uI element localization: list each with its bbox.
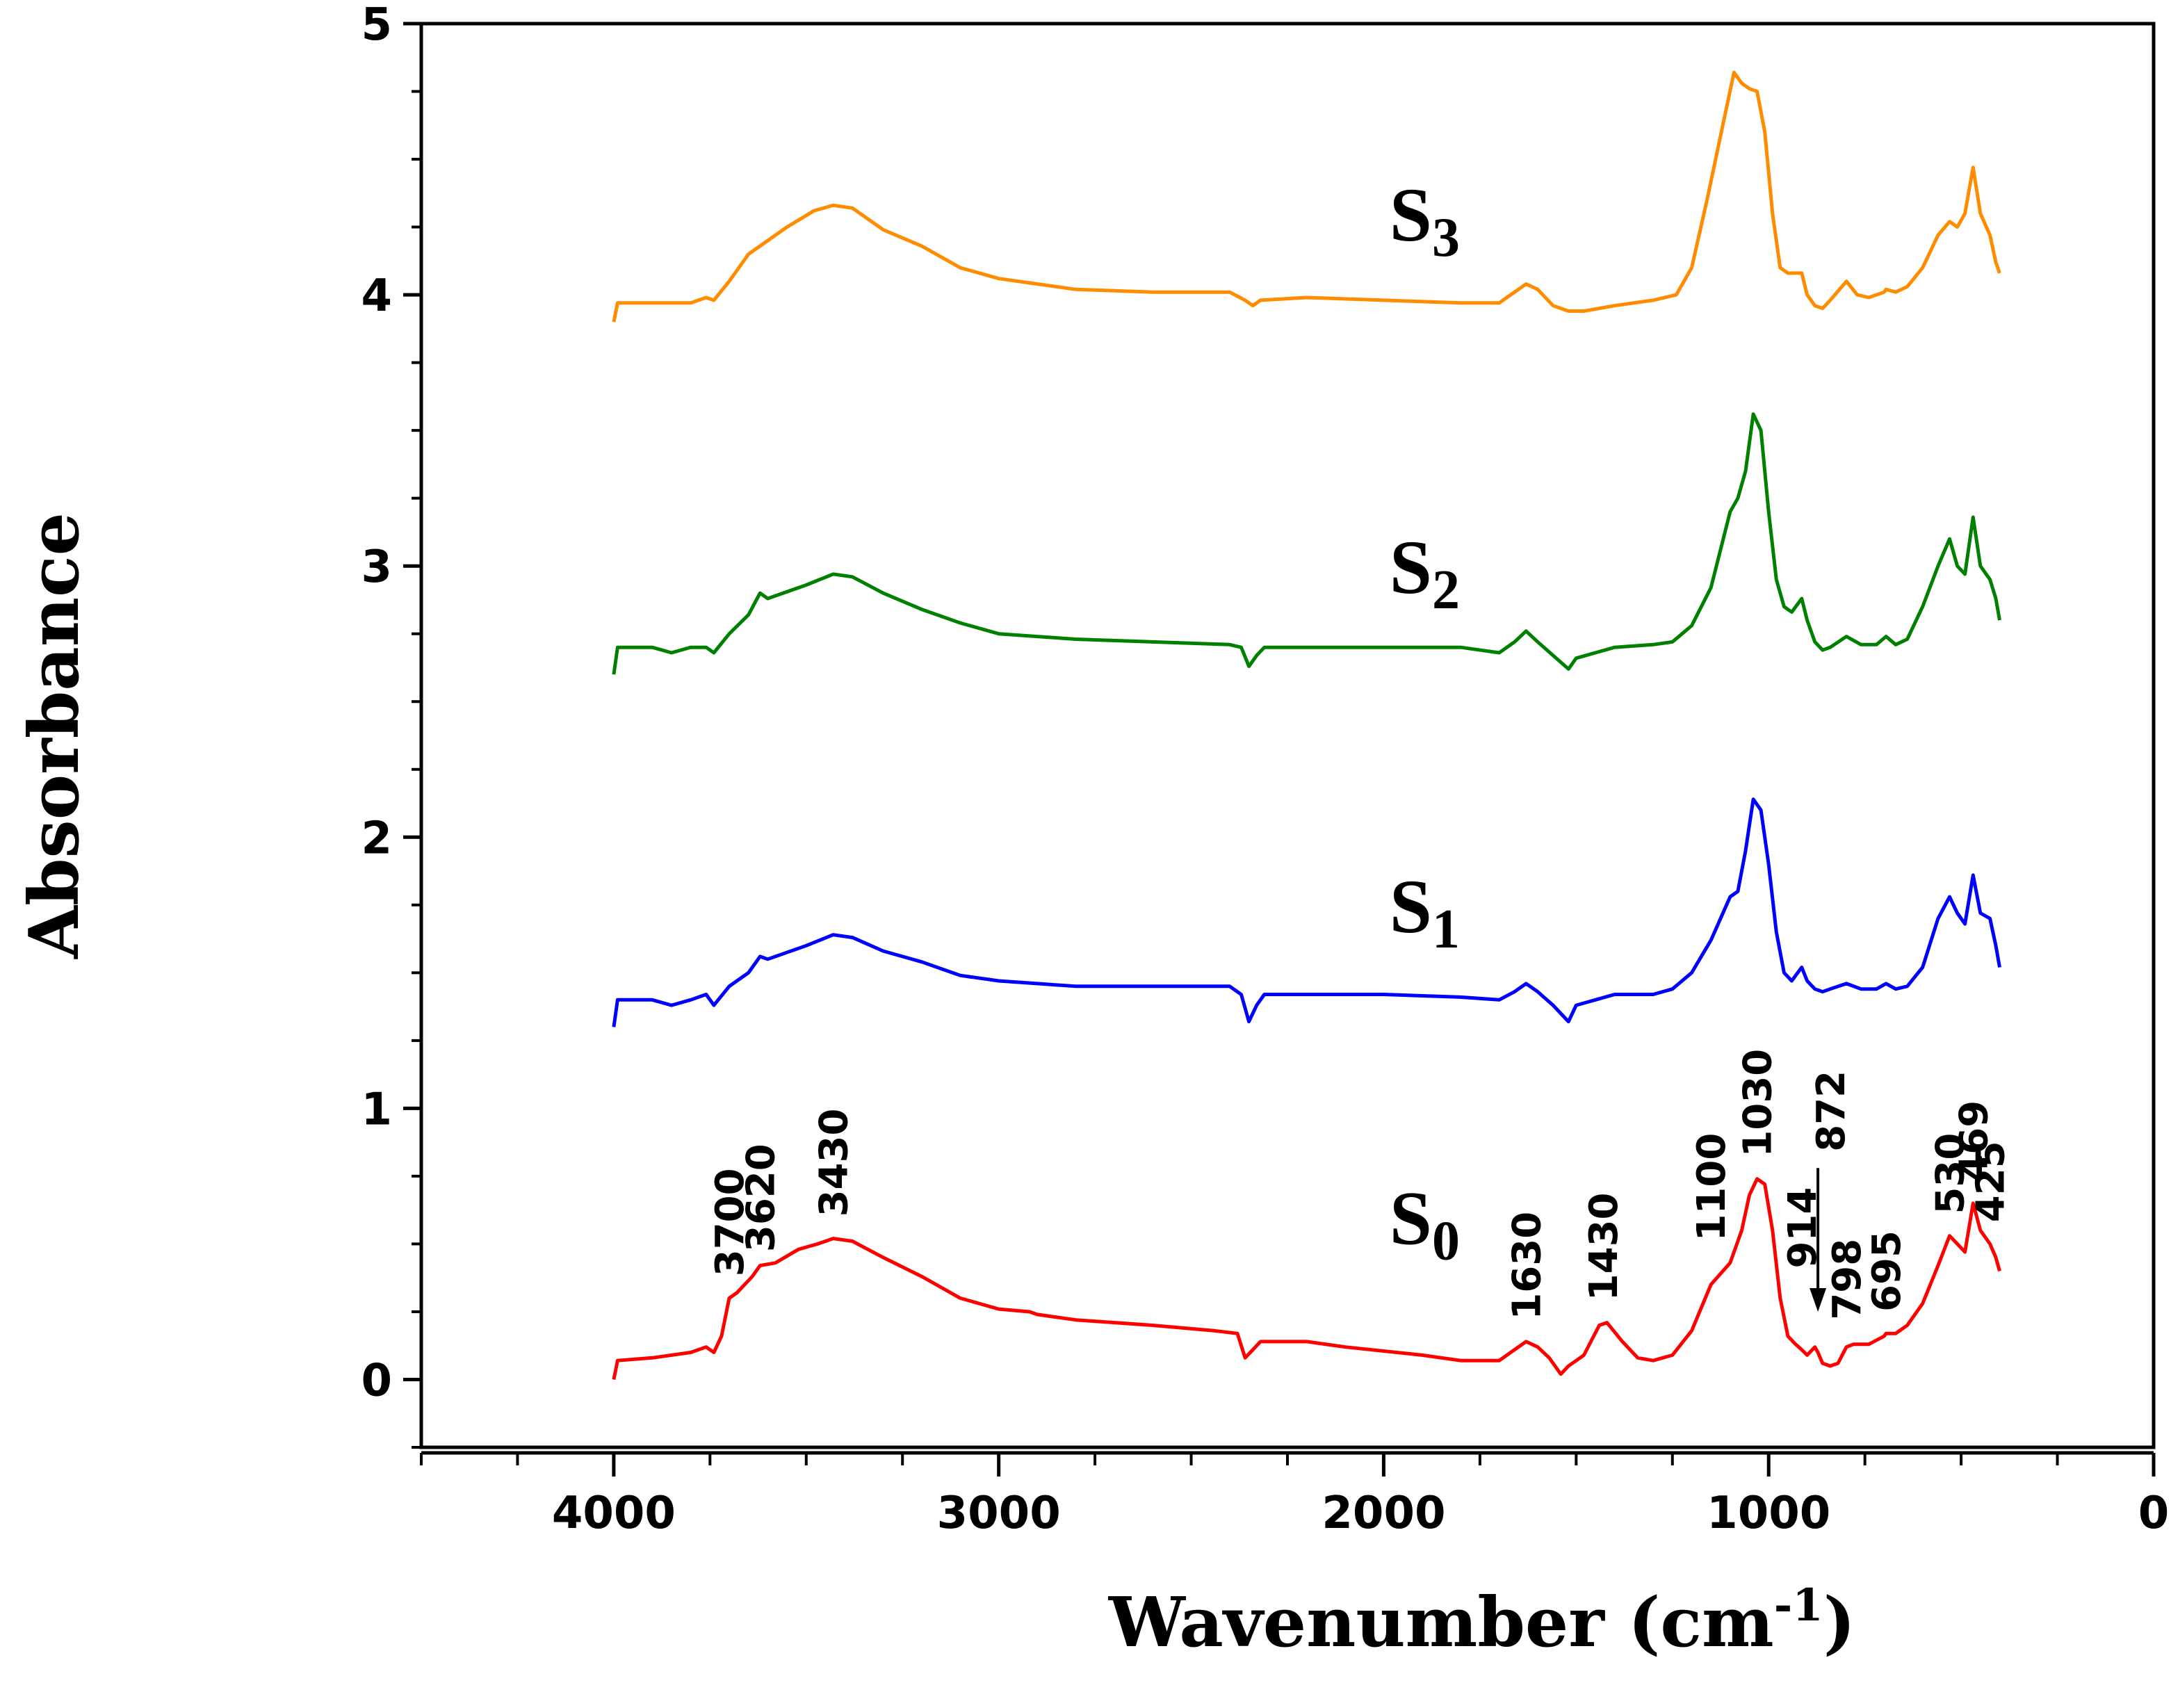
x-tick-label: 1000 <box>1707 1488 1830 1539</box>
y-tick-label: 2 <box>361 813 392 864</box>
peak-label: 3700 <box>708 1168 753 1276</box>
x-tick-label: 4000 <box>552 1488 676 1539</box>
series-label-s3: S3 <box>1390 172 1460 268</box>
x-axis-title-main: Wavenumber (cm <box>1108 1583 1774 1663</box>
x-axis-title: Wavenumber (cm-1) <box>1108 1579 1855 1664</box>
peak-arrow-head <box>1810 1287 1827 1312</box>
plot-frame <box>419 22 2156 1449</box>
series-label-s2: S2 <box>1390 525 1460 621</box>
peak-label: 469 <box>1951 1100 1997 1182</box>
series-line-s3 <box>612 70 2001 323</box>
y-tick-label: 4 <box>361 270 392 322</box>
x-tick-label: 3000 <box>937 1488 1061 1539</box>
x-axis-title-close: ) <box>1823 1583 1855 1663</box>
x-tick-label: 0 <box>2138 1488 2170 1539</box>
series-line-s0 <box>612 1177 2001 1380</box>
peak-label: 872 <box>1809 1071 1854 1152</box>
peak-label: 695 <box>1864 1230 1910 1312</box>
peak-label: 3620 <box>738 1144 783 1252</box>
peak-label: 3430 <box>812 1109 857 1217</box>
y-tick-label: 1 <box>361 1084 392 1135</box>
peak-label: 1100 <box>1689 1133 1734 1242</box>
peak-label: 530 <box>1928 1133 1973 1214</box>
peak-label: 1430 <box>1582 1192 1627 1301</box>
y-tick-label: 3 <box>361 542 392 593</box>
series-label-s1: S1 <box>1390 864 1460 960</box>
y-tick-label: 0 <box>361 1355 392 1406</box>
peak-label: 1630 <box>1504 1212 1550 1320</box>
series-label-s0: S0 <box>1390 1176 1460 1271</box>
series-line-s2 <box>612 412 2001 675</box>
peak-label: 425 <box>1969 1141 2014 1222</box>
y-tick-label: 5 <box>361 0 392 51</box>
x-axis-title-sup: -1 <box>1774 1579 1823 1632</box>
y-axis-title: Absorbance <box>15 512 95 959</box>
x-tick-label: 2000 <box>1322 1488 1445 1539</box>
series-line-s1 <box>612 797 2001 1027</box>
peak-label: 798 <box>1825 1239 1870 1320</box>
peak-label: 1030 <box>1736 1049 1781 1157</box>
